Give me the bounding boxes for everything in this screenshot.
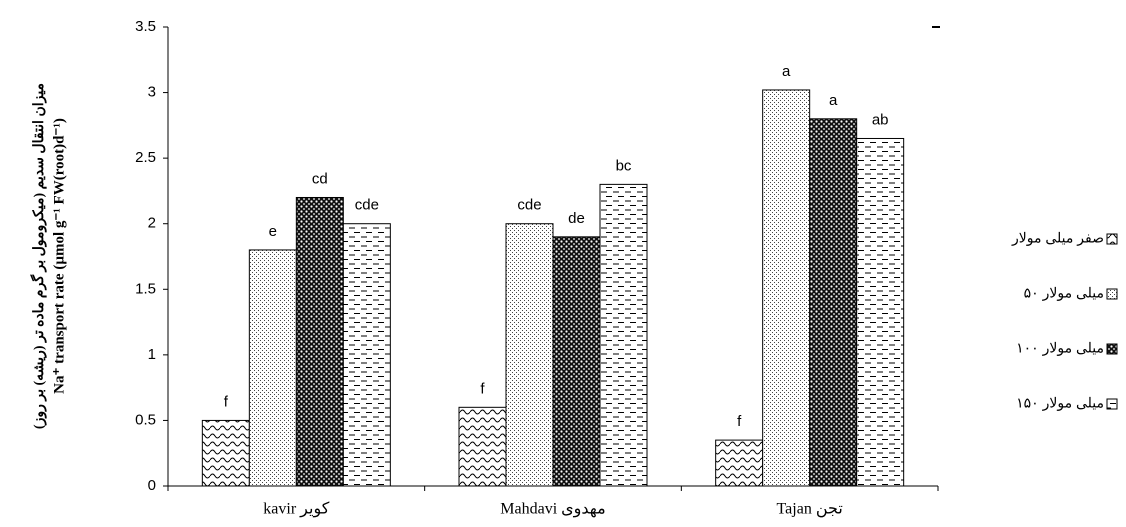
bar bbox=[856, 137, 905, 487]
y-axis-title: میزان انتقال سدیم (میکرومول بر گرم ماده … bbox=[30, 83, 47, 429]
x-tick-label: Tajan تجن bbox=[777, 501, 843, 518]
legend-label: ۱۰۰ میلی مولار bbox=[1016, 340, 1104, 357]
bar bbox=[201, 419, 250, 487]
significance-letter: bc bbox=[616, 157, 632, 174]
y-tick-label: 2 bbox=[148, 215, 156, 232]
significance-letter: de bbox=[568, 210, 585, 227]
significance-letter: cd bbox=[312, 170, 328, 187]
x-tick-label: Mahdavi مهدوی bbox=[500, 501, 605, 518]
bar bbox=[809, 118, 858, 487]
y-tick-label: 1 bbox=[148, 346, 156, 363]
bar bbox=[762, 89, 811, 487]
legend-swatch bbox=[1106, 288, 1118, 300]
bar bbox=[295, 196, 344, 487]
significance-letter: e bbox=[269, 223, 277, 240]
bar bbox=[715, 439, 764, 487]
legend-swatch bbox=[1106, 343, 1118, 355]
bar bbox=[342, 223, 391, 487]
y-tick-label: 3 bbox=[148, 84, 156, 101]
y-axis-title: میزان انتقال سدیم (میکرومول بر گرم ماده … bbox=[30, 83, 67, 429]
y-tick-label: 0.5 bbox=[135, 411, 156, 428]
significance-letter: a bbox=[782, 63, 791, 80]
significance-letter: ab bbox=[872, 111, 889, 128]
bar bbox=[599, 183, 648, 487]
bar bbox=[248, 249, 297, 487]
y-tick-label: 3.5 bbox=[135, 18, 156, 35]
significance-letter: a bbox=[829, 92, 838, 109]
significance-letter: f bbox=[737, 413, 742, 430]
significance-letter: f bbox=[224, 393, 229, 410]
legend-label: صفر میلی مولار bbox=[1011, 230, 1104, 247]
x-tick-label: kavir کویر bbox=[263, 501, 329, 518]
legend-swatch bbox=[1106, 233, 1118, 245]
bar bbox=[458, 406, 507, 487]
legend-label: ۱۵۰ میلی مولار bbox=[1016, 395, 1104, 412]
significance-letter: f bbox=[480, 380, 485, 397]
significance-letter: cde bbox=[355, 197, 379, 214]
legend-label: ۵۰ میلی مولار bbox=[1024, 285, 1104, 302]
significance-letter: cde bbox=[517, 197, 541, 214]
y-tick-label: 0 bbox=[148, 477, 156, 494]
y-tick-label: 1.5 bbox=[135, 280, 156, 297]
y-tick-label: 2.5 bbox=[135, 149, 156, 166]
bar bbox=[505, 223, 554, 487]
legend-swatch bbox=[1106, 398, 1118, 410]
bar bbox=[552, 236, 601, 487]
y-axis-title-en: Na⁺ transport rate (µmol g⁻¹ FW(root)d⁻¹… bbox=[51, 118, 67, 394]
